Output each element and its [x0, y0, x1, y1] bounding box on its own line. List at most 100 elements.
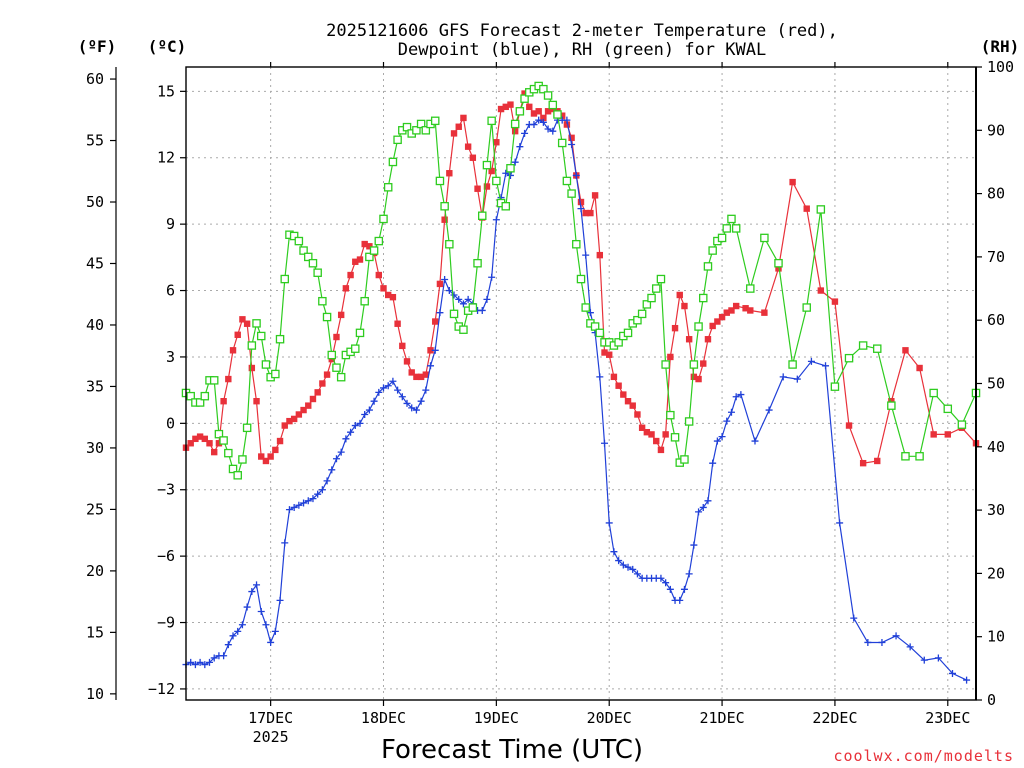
temperature-point	[206, 440, 212, 446]
celsius-axis-unit: (ºC)	[148, 37, 187, 56]
rh-point	[244, 424, 251, 431]
dewpoint-point	[582, 252, 589, 259]
temperature-point	[804, 205, 810, 211]
celsius-tick-label: 0	[166, 414, 175, 432]
temperature-point	[526, 104, 532, 110]
rh-point	[653, 285, 660, 292]
rh-tick-label: 100	[987, 58, 1014, 76]
temperature-point	[376, 272, 382, 278]
temperature-point	[648, 431, 654, 437]
rh-point	[700, 294, 707, 301]
dewpoint-point	[751, 438, 758, 445]
temperature-point	[747, 307, 753, 313]
dewpoint-point	[225, 641, 232, 648]
temperature-point	[470, 155, 476, 161]
rh-point	[220, 437, 227, 444]
temperature-point	[305, 402, 311, 408]
rh-point	[888, 402, 895, 409]
dewpoint-point	[272, 628, 279, 635]
rh-point	[648, 294, 655, 301]
dewpoint-point	[681, 586, 688, 593]
rh-point	[460, 326, 467, 333]
fahrenheit-tick-label: 50	[86, 193, 104, 211]
series-line-dewpoint	[186, 120, 967, 680]
temperature-point	[667, 354, 673, 360]
dewpoint-point	[493, 216, 500, 223]
rh-tick-label: 90	[987, 121, 1005, 139]
rh-point	[582, 304, 589, 311]
dewpoint-point	[371, 398, 378, 405]
rh-point	[639, 310, 646, 317]
dewpoint-point	[836, 519, 843, 526]
dewpoint-point	[328, 466, 335, 473]
rh-point	[662, 361, 669, 368]
dewpoint-point	[610, 548, 617, 555]
rh-point	[450, 310, 457, 317]
temperature-point	[456, 124, 462, 130]
dewpoint-point	[488, 274, 495, 281]
rh-point	[690, 361, 697, 368]
rh-point	[747, 285, 754, 292]
rh-point	[704, 263, 711, 270]
x-tick-label: 23DEC	[925, 709, 970, 727]
temperature-point	[916, 365, 922, 371]
rh-point	[803, 304, 810, 311]
fahrenheit-tick-label: 40	[86, 316, 104, 334]
fahrenheit-tick-label: 20	[86, 562, 104, 580]
temperature-point	[310, 396, 316, 402]
rh-point	[573, 241, 580, 248]
temperature-point	[832, 298, 838, 304]
rh-point	[958, 421, 965, 428]
temperature-point	[267, 453, 273, 459]
fahrenheit-axis-unit: (ºF)	[78, 37, 117, 56]
dewpoint-point	[596, 373, 603, 380]
rh-point	[728, 215, 735, 222]
temperature-point	[705, 336, 711, 342]
x-tick-sublabel: 2025	[253, 728, 289, 746]
rh-point	[723, 225, 730, 232]
temperature-point	[338, 312, 344, 318]
temperature-point	[324, 371, 330, 377]
rh-point	[338, 374, 345, 381]
temperature-point	[681, 303, 687, 309]
celsius-tick-label: 15	[157, 82, 175, 100]
rh-point	[436, 177, 443, 184]
temperature-point	[902, 347, 908, 353]
dewpoint-point	[601, 440, 608, 447]
rh-point	[944, 405, 951, 412]
temperature-point	[662, 431, 668, 437]
dewpoint-point	[963, 677, 970, 684]
temperature-point	[592, 192, 598, 198]
dewpoint-point	[686, 570, 693, 577]
x-tick-label: 17DEC	[248, 709, 293, 727]
rh-point	[874, 345, 881, 352]
dewpoint-point	[244, 604, 251, 611]
rh-point	[375, 237, 382, 244]
fahrenheit-tick-label: 55	[86, 132, 104, 150]
temperature-point	[357, 256, 363, 262]
dewpoint-point	[850, 615, 857, 622]
dewpoint-point	[568, 141, 575, 148]
temperature-point	[930, 431, 936, 437]
temperature-point	[677, 292, 683, 298]
dewpoint-point	[780, 373, 787, 380]
rh-point	[671, 434, 678, 441]
temperature-point	[249, 365, 255, 371]
x-tick-label: 21DEC	[699, 709, 744, 727]
dewpoint-point	[277, 597, 284, 604]
rh-point	[789, 361, 796, 368]
dewpoint-point	[281, 539, 288, 546]
rh-point	[860, 342, 867, 349]
dewpoint-point	[258, 608, 265, 615]
dewpoint-point	[728, 409, 735, 416]
series-dewpoint	[183, 117, 971, 684]
temperature-point	[211, 449, 217, 455]
celsius-tick-label: −12	[148, 680, 175, 698]
rh-point	[554, 111, 561, 118]
celsius-tick-label: 9	[166, 215, 175, 233]
x-tick-label: 19DEC	[474, 709, 519, 727]
dewpoint-point	[267, 639, 274, 646]
temperature-point	[474, 186, 480, 192]
rh-point	[253, 320, 260, 327]
temperature-point	[507, 101, 513, 107]
